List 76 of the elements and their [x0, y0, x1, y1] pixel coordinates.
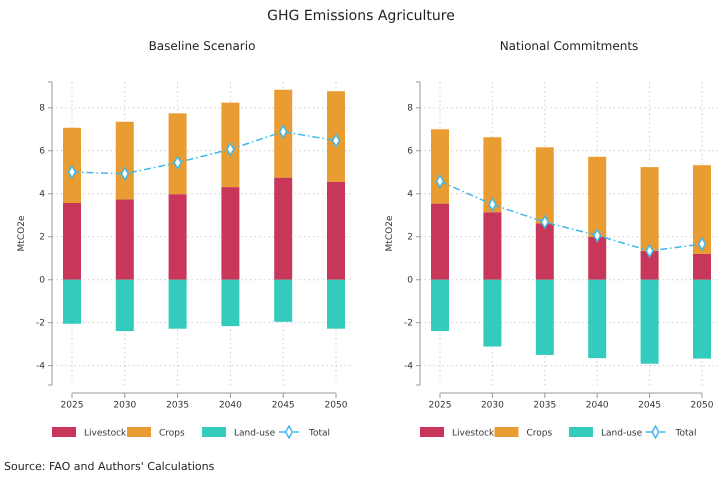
x-tick-label: 2040	[218, 400, 242, 410]
x-tick-label: 2045	[638, 400, 662, 410]
chart-title: National Commitments	[500, 39, 638, 53]
y-tick-label: 4	[407, 190, 414, 200]
bar	[536, 223, 554, 280]
bar	[640, 167, 659, 251]
bar	[588, 280, 606, 358]
x-tick-label: 2030	[480, 400, 504, 410]
x-tick-label: 2035	[166, 400, 190, 410]
source-note: Source: FAO and Authors' Calculations	[4, 460, 215, 473]
bar	[588, 156, 606, 237]
chart-title: Baseline Scenario	[148, 39, 256, 53]
y-tick-label: 8	[407, 104, 414, 114]
y-tick-label: 0	[39, 276, 46, 286]
x-tick-label: 2035	[533, 400, 556, 410]
bar	[221, 102, 240, 188]
bar	[274, 90, 292, 178]
bar	[483, 280, 502, 347]
legend-label: Land-use	[601, 428, 643, 438]
y-tick-label: 6	[407, 146, 414, 157]
bar	[116, 200, 134, 280]
x-tick-label: 2050	[324, 400, 348, 410]
y-tick-label: 6	[39, 146, 46, 157]
x-tick-label: 2045	[272, 400, 295, 410]
bar	[63, 280, 81, 324]
bar	[588, 236, 606, 280]
bar	[168, 280, 187, 329]
x-tick-label: 2025	[60, 400, 84, 410]
bar	[274, 280, 292, 322]
x-tick-label: 2050	[690, 400, 714, 410]
bar	[274, 178, 292, 280]
legend-label: Land-use	[234, 428, 276, 438]
bar	[640, 250, 659, 280]
legend-label: Total	[674, 428, 697, 438]
bar	[221, 280, 240, 326]
y-tick-label: 2	[407, 232, 413, 243]
legend-label: Crops	[526, 428, 553, 438]
bar	[431, 129, 449, 204]
legend-label: Crops	[159, 428, 186, 438]
y-tick-label: -2	[404, 318, 413, 329]
bar	[693, 280, 711, 359]
bar	[536, 280, 554, 355]
y-tick-label: 8	[39, 104, 46, 114]
legend-label: Total	[308, 428, 330, 438]
bar	[116, 280, 134, 332]
bar	[168, 113, 187, 194]
bar	[431, 204, 449, 280]
bar	[168, 194, 187, 280]
y-axis-title: MtCO2e	[385, 215, 395, 252]
bar	[116, 122, 134, 200]
y-tick-label: -4	[404, 362, 414, 372]
legend-label: Livestock	[452, 428, 496, 438]
bar	[63, 128, 81, 203]
bar	[483, 212, 502, 280]
bar	[221, 187, 240, 280]
bar	[693, 165, 711, 254]
bar	[327, 91, 345, 182]
bar	[431, 280, 449, 332]
bar	[483, 137, 502, 212]
x-tick-label: 2030	[113, 400, 137, 410]
y-tick-label: 2	[39, 232, 45, 243]
x-tick-label: 2040	[586, 400, 609, 410]
legend-label: Livestock	[84, 428, 128, 438]
text: GHG Emissions Agriculture	[267, 8, 455, 24]
bar	[63, 202, 81, 280]
bar	[640, 280, 659, 364]
bar	[536, 147, 554, 224]
x-tick-label: 2025	[428, 400, 452, 410]
y-tick-label: -4	[36, 362, 46, 372]
bar	[693, 254, 711, 280]
bar	[327, 182, 345, 280]
y-tick-label: -2	[36, 318, 45, 329]
bar	[327, 280, 345, 329]
y-axis-title: MtCO2e	[17, 215, 27, 252]
y-tick-label: 0	[407, 276, 414, 286]
y-tick-label: 4	[39, 190, 46, 200]
